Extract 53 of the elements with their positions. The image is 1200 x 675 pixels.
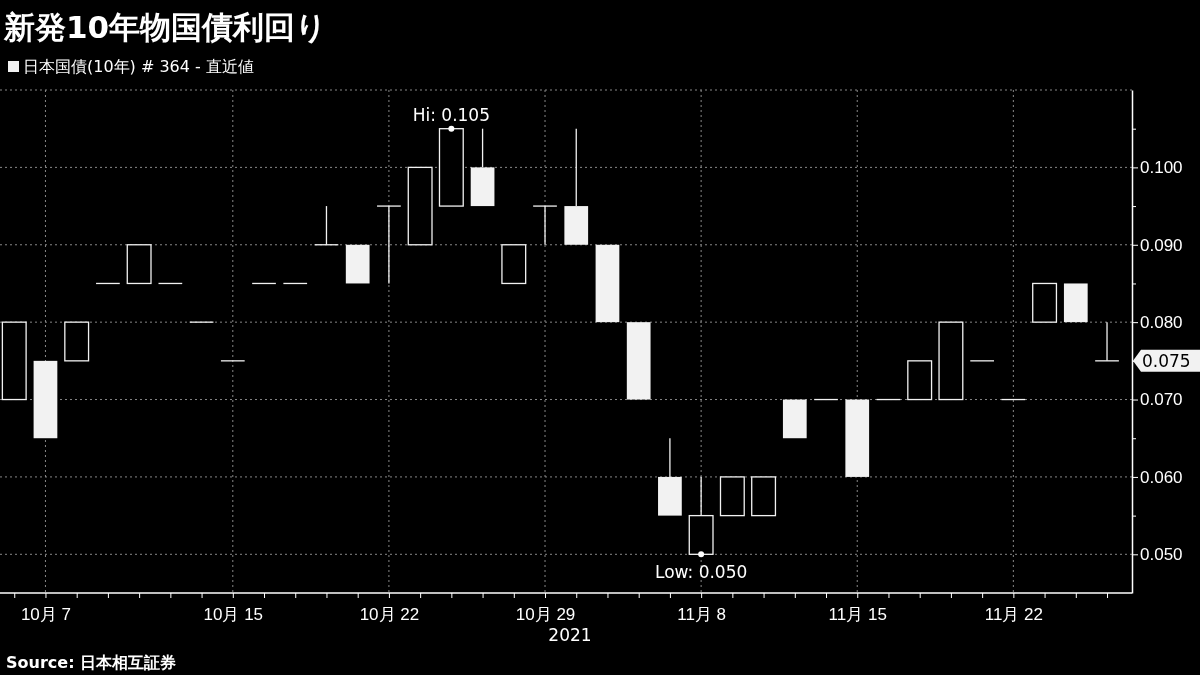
candlestick [782,399,807,439]
candlestick [595,244,620,323]
candlestick [845,399,870,477]
candlestick [251,282,277,285]
candlestick [376,205,402,285]
x-axis-title: 2021 [548,625,592,645]
candlestick [470,128,495,207]
y-tick-label: 0.060 [1140,467,1183,487]
candlestick [751,476,777,517]
candlestick [532,205,558,246]
y-tick-label: 0.050 [1140,545,1183,565]
candlestick [1032,282,1058,323]
candlestick [1,321,27,401]
candlestick [157,282,183,285]
chart-title: 新発10年物国債利回り [3,9,328,45]
x-tick-label: 10月 29 [515,604,576,624]
candlestick [33,360,58,439]
x-tick-label: 11月 15 [828,604,887,624]
candlestick [813,398,839,401]
candlestick [407,166,433,246]
candlestick [501,244,527,285]
candlestick [1000,398,1026,401]
candlestick [1094,321,1120,362]
y-tick-label: 0.080 [1140,313,1183,333]
x-tick-label: 10月 7 [20,604,72,624]
candlestick [438,128,464,207]
candlestick [658,437,682,516]
candlestick [1063,283,1088,323]
y-tick-label: 0.100 [1140,158,1183,178]
candlestick [719,476,745,517]
candlestick [64,321,90,362]
candlestick [313,205,339,246]
candlestick [688,476,714,555]
candlestick [282,282,308,285]
candlestick [907,360,933,401]
x-tick-label: 11月 22 [984,604,1043,624]
x-tick-label: 11月 8 [677,604,727,624]
x-tick-label: 10月 22 [359,604,420,624]
candlestick [345,244,370,284]
y-tick-label: 0.090 [1140,235,1183,255]
candlestick [875,398,901,401]
annotation: Hi: 0.105 [412,104,491,125]
candlestick [95,282,121,285]
candlestick [564,128,589,245]
annotation: Low: 0.050 [654,562,748,583]
x-tick-label: 10月 15 [203,604,264,624]
source-note: Source: 日本相互証券 [6,653,177,672]
candlestick [126,244,152,285]
candlestick [626,322,651,400]
y-tick-label: 0.070 [1140,390,1183,410]
text: 0.075 [1142,350,1191,371]
legend-label: 日本国債(10年) # 364 - 直近値 [23,57,254,76]
candlestick [938,321,964,401]
